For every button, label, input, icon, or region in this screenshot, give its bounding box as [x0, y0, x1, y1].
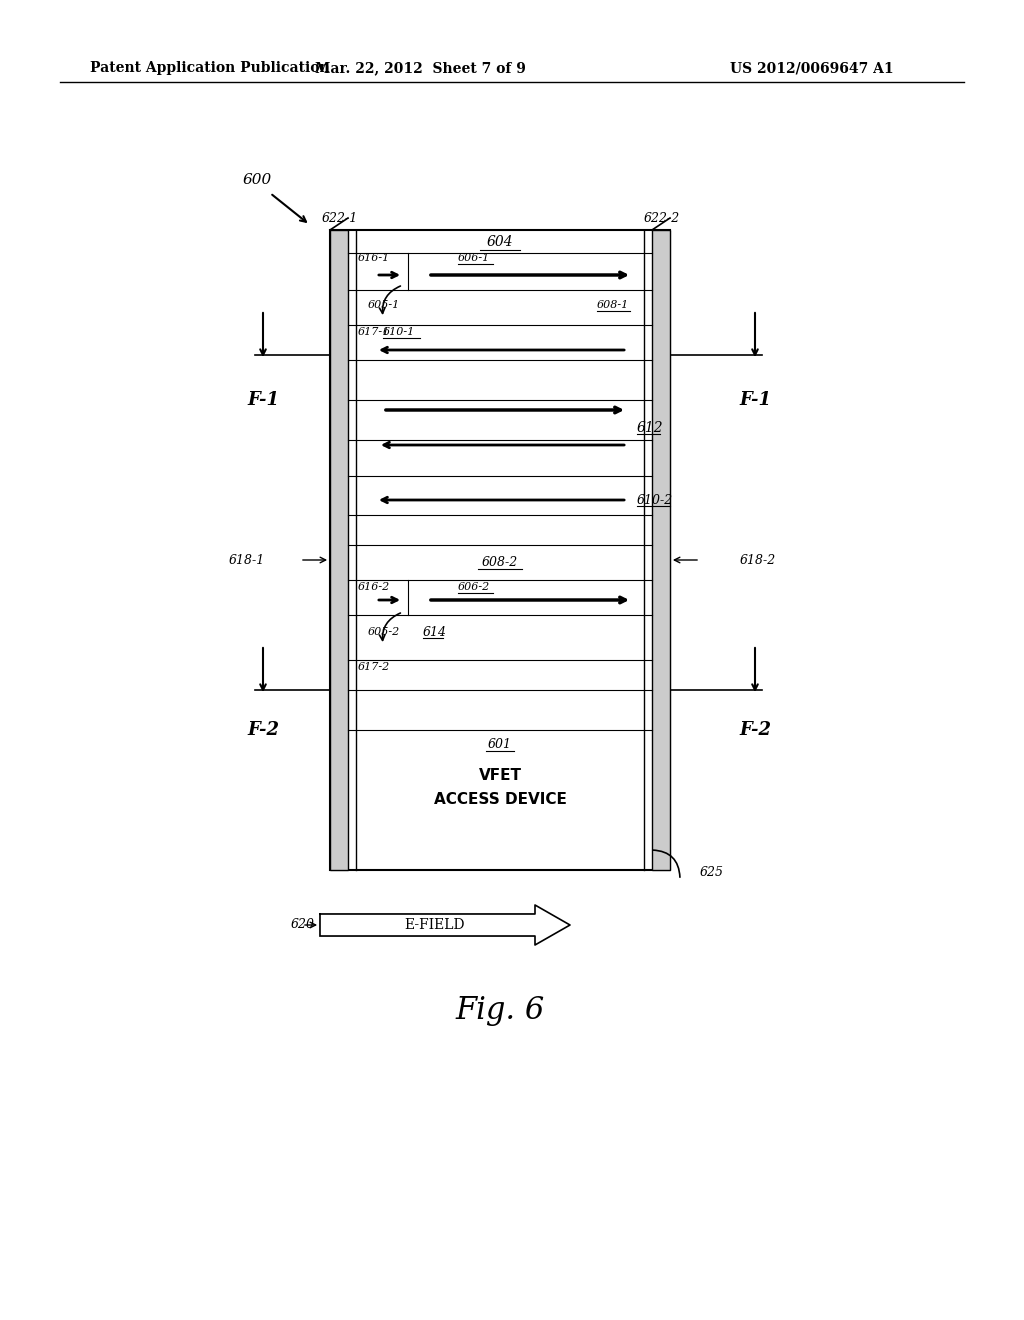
Text: 610-2: 610-2 — [637, 494, 673, 507]
Text: 604: 604 — [486, 235, 513, 249]
Text: 605-2: 605-2 — [368, 627, 400, 638]
Text: 608-1: 608-1 — [597, 300, 630, 310]
Text: 625: 625 — [700, 866, 724, 879]
Text: 614: 614 — [423, 626, 447, 639]
Text: 606-2: 606-2 — [458, 582, 490, 591]
Bar — [319, 913, 548, 936]
Text: 601: 601 — [488, 738, 512, 751]
Text: 600: 600 — [243, 173, 271, 187]
Text: Mar. 22, 2012  Sheet 7 of 9: Mar. 22, 2012 Sheet 7 of 9 — [314, 61, 525, 75]
Text: 617-1: 617-1 — [358, 327, 390, 337]
Text: VFET: VFET — [478, 767, 521, 783]
Bar — [330, 230, 670, 870]
Text: F-1: F-1 — [739, 391, 771, 409]
Text: 605-1: 605-1 — [368, 300, 400, 310]
Text: 617-2: 617-2 — [358, 663, 390, 672]
Bar — [652, 230, 670, 870]
Text: 606-1: 606-1 — [458, 253, 490, 263]
Text: Patent Application Publication: Patent Application Publication — [90, 61, 330, 75]
Bar — [330, 230, 348, 870]
Text: 616-1: 616-1 — [358, 253, 390, 263]
Text: 622-2: 622-2 — [644, 211, 680, 224]
Text: 620: 620 — [291, 919, 315, 932]
Text: 622-1: 622-1 — [322, 211, 358, 224]
Text: 618-1: 618-1 — [228, 553, 265, 566]
Text: 608-2: 608-2 — [482, 557, 518, 569]
Text: Fig. 6: Fig. 6 — [456, 994, 545, 1026]
Text: 612: 612 — [637, 421, 664, 436]
Text: 616-2: 616-2 — [358, 582, 390, 591]
Text: F-1: F-1 — [247, 391, 279, 409]
Text: F-2: F-2 — [739, 721, 771, 739]
Text: F-2: F-2 — [247, 721, 279, 739]
Text: 618-2: 618-2 — [740, 553, 776, 566]
Text: E-FIELD: E-FIELD — [404, 917, 465, 932]
Text: US 2012/0069647 A1: US 2012/0069647 A1 — [730, 61, 894, 75]
Polygon shape — [319, 906, 570, 945]
Text: ACCESS DEVICE: ACCESS DEVICE — [433, 792, 566, 808]
Text: 610-1: 610-1 — [383, 327, 416, 337]
